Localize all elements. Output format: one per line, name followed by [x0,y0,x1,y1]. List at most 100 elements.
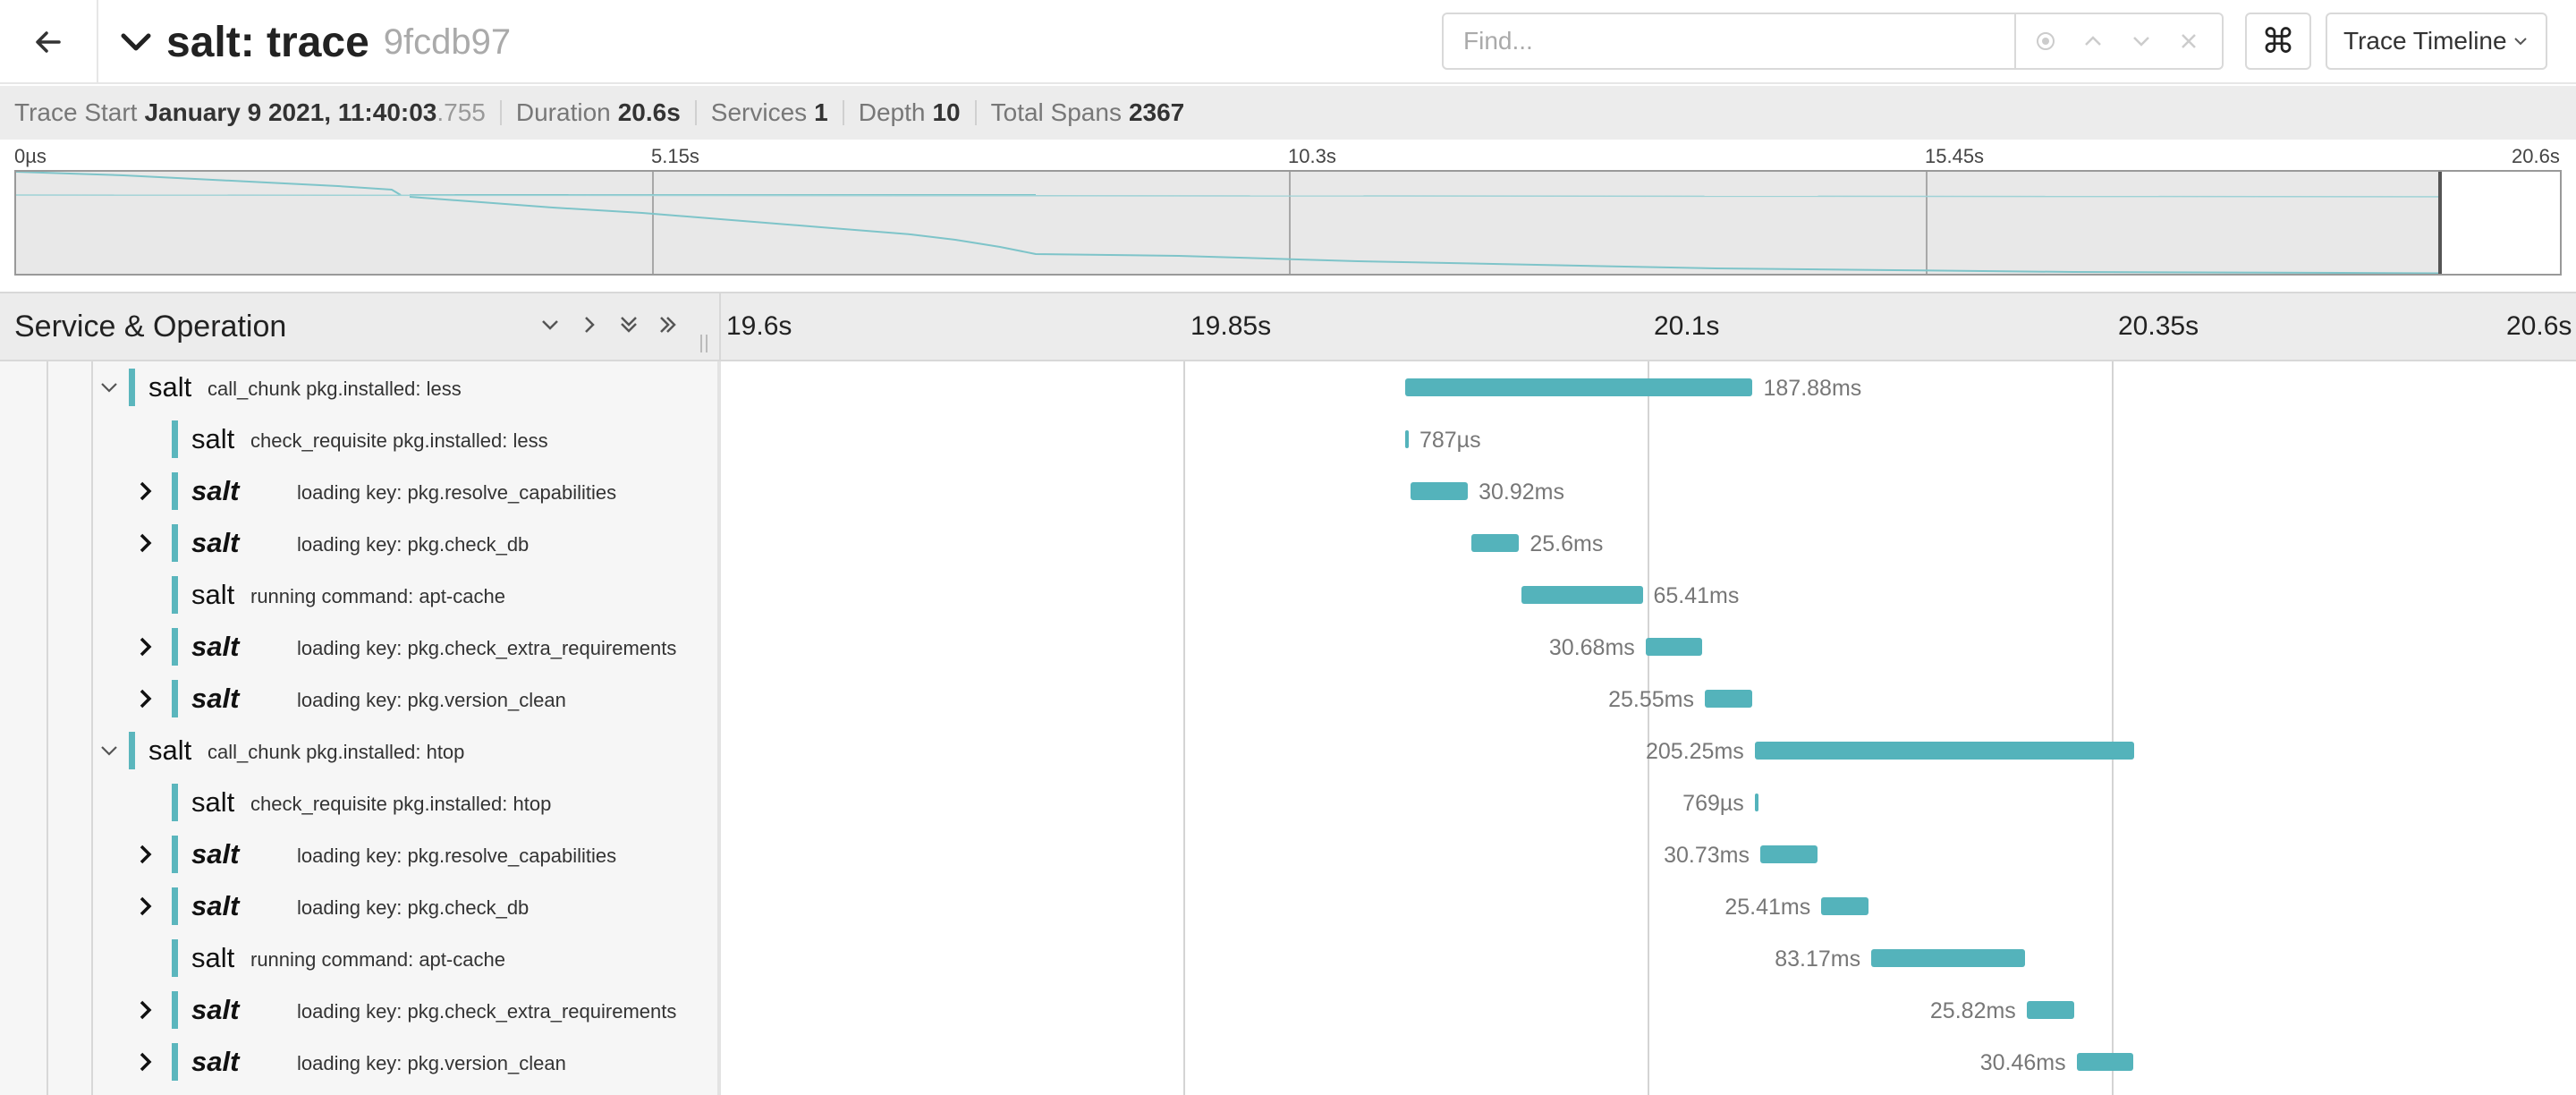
chevron-down-icon[interactable] [97,375,122,400]
span-service-name: salt [191,786,235,818]
span-duration-label: 65.41ms [1653,583,1740,608]
span-bar[interactable] [1754,742,2135,760]
duration-value: 20.6s [617,98,681,126]
depth-value: 10 [932,98,961,126]
span-row[interactable]: salt call_chunk pkg.installed: htop [0,725,721,777]
chevron-down-icon[interactable] [97,738,122,763]
span-duration-label: 30.46ms [1979,1050,2066,1075]
gridline [1183,361,1185,1095]
divider [499,100,502,125]
span-row[interactable]: salt running command: apt-cache [0,569,721,621]
span-operation-name: check_requisite pkg.installed: htop [250,793,552,815]
span-operation-name: loading key: pkg.resolve_capabilities [297,845,617,867]
find-prev-button[interactable] [2080,28,2106,55]
span-duration-label: 205.25ms [1646,739,1744,764]
span-operation-name: loading key: pkg.version_clean [297,689,566,711]
chevron-right-icon[interactable] [132,894,157,919]
span-row[interactable]: salt loading key: pkg.check_db [0,880,721,932]
span-bar[interactable] [1471,534,1520,552]
span-bar[interactable] [2026,1001,2075,1019]
span-row[interactable]: salt check_requisite pkg.installed: htop [0,777,721,828]
chevron-right-icon[interactable] [132,1049,157,1074]
span-row[interactable]: salt running command: apt-cache [0,932,721,984]
expand-one-button[interactable] [535,310,565,340]
span-bar[interactable] [1404,378,1753,396]
span-duration-label: 25.55ms [1608,687,1694,712]
services-label: Services [710,98,808,126]
span-bar[interactable] [1404,430,1409,448]
collapse-all-button[interactable] [653,310,683,340]
keyboard-shortcuts-button[interactable]: ⌘ [2245,13,2311,70]
span-duration-label: 25.82ms [1929,998,2016,1023]
span-bar[interactable] [1760,845,1818,863]
chevron-right-icon[interactable] [132,634,157,659]
find-input[interactable] [1442,13,2016,70]
span-service-name: salt [191,994,240,1025]
span-row[interactable]: salt check_requisite pkg.installed: less [0,413,721,465]
minimap-tick: 15.45s [1925,145,1985,167]
span-row[interactable]: salt loading key: pkg.version_clean [0,673,721,725]
chevron-right-icon [585,317,595,333]
span-row[interactable]: salt loading key: pkg.check_extra_require… [0,621,721,673]
chevron-right-icon[interactable] [132,686,157,711]
service-color-marker [172,836,178,873]
service-color-marker [172,628,178,666]
timeline-header: Service & Operation 19.6s 19.85s 20.1s 2… [0,292,2576,361]
span-bar[interactable] [1521,586,1643,604]
span-operation-name: loading key: pkg.version_clean [297,1052,566,1074]
trace-total-spans: Total Spans 2367 [991,98,1185,127]
chevron-right-icon[interactable] [132,479,157,504]
span-row[interactable]: salt loading key: pkg.resolve_capabilitie… [0,828,721,880]
divider [719,293,721,360]
service-operation-title: Service & Operation [14,309,287,344]
span-bar[interactable] [1645,638,1703,656]
span-bar[interactable] [1821,897,1868,915]
minimap-tick: 20.6s [2512,145,2560,167]
trace-start-value: January 9 2021, 11:40:03 [144,98,437,126]
span-row[interactable]: salt loading key: pkg.check_db [0,517,721,569]
chevron-right-icon[interactable] [132,531,157,556]
span-row[interactable]: salt loading key: pkg.resolve_capabilitie… [0,465,721,517]
span-bar[interactable] [1754,794,1758,811]
minimap-canvas[interactable] [14,170,2562,276]
expand-all-button[interactable] [614,310,644,340]
span-operation-name: check_requisite pkg.installed: less [250,429,548,452]
chevron-right-icon[interactable] [132,997,157,1023]
target-icon[interactable] [2032,28,2059,55]
collapse-controls [535,310,683,340]
service-operation-header: Service & Operation [0,293,719,360]
minimap-view-window[interactable] [2438,172,2560,274]
trace-start: Trace Start January 9 2021, 11:40:03.755 [14,98,486,127]
span-bar[interactable] [1411,482,1469,500]
find-next-button[interactable] [2128,28,2155,55]
chevron-right-icon[interactable] [132,842,157,867]
span-operation-name: loading key: pkg.resolve_capabilities [297,481,617,504]
trace-minimap[interactable]: 0µs 5.15s 10.3s 15.45s 20.6s [0,140,2576,292]
span-operation-name: loading key: pkg.check_db [297,533,530,556]
span-row[interactable]: salt loading key: pkg.version_clean [0,1036,721,1088]
span-name-column [0,361,721,1095]
span-bar[interactable] [1871,949,2026,967]
timeline-tick: 19.85s [1191,311,1272,341]
span-bar[interactable] [2076,1053,2133,1071]
column-resize-handle[interactable] [698,335,710,352]
trace-title: salt: trace [166,18,369,66]
minimap-tick: 5.15s [651,145,699,167]
collapse-one-button[interactable] [574,310,605,340]
view-select[interactable]: Trace Timeline [2326,13,2547,70]
back-button[interactable] [0,0,98,84]
timeline-tick: 19.6s [726,311,792,341]
span-row[interactable]: salt call_chunk pkg.installed: less [0,361,721,413]
span-service-name: salt [191,475,240,506]
span-duration-label: 787µs [1419,428,1481,453]
trace-title-toggle[interactable]: salt: trace 9fcdb97 [116,0,511,84]
service-color-marker [172,524,178,562]
trace-services: Services 1 [711,98,828,127]
minimap-tick: 10.3s [1288,145,1336,167]
find-clear-button[interactable] [2175,28,2202,55]
span-bar[interactable] [1704,690,1752,708]
service-color-marker [129,732,135,769]
span-row[interactable]: salt loading key: pkg.check_extra_require… [0,984,721,1036]
find-tools [2012,13,2224,70]
span-duration-label: 30.73ms [1664,843,1750,868]
